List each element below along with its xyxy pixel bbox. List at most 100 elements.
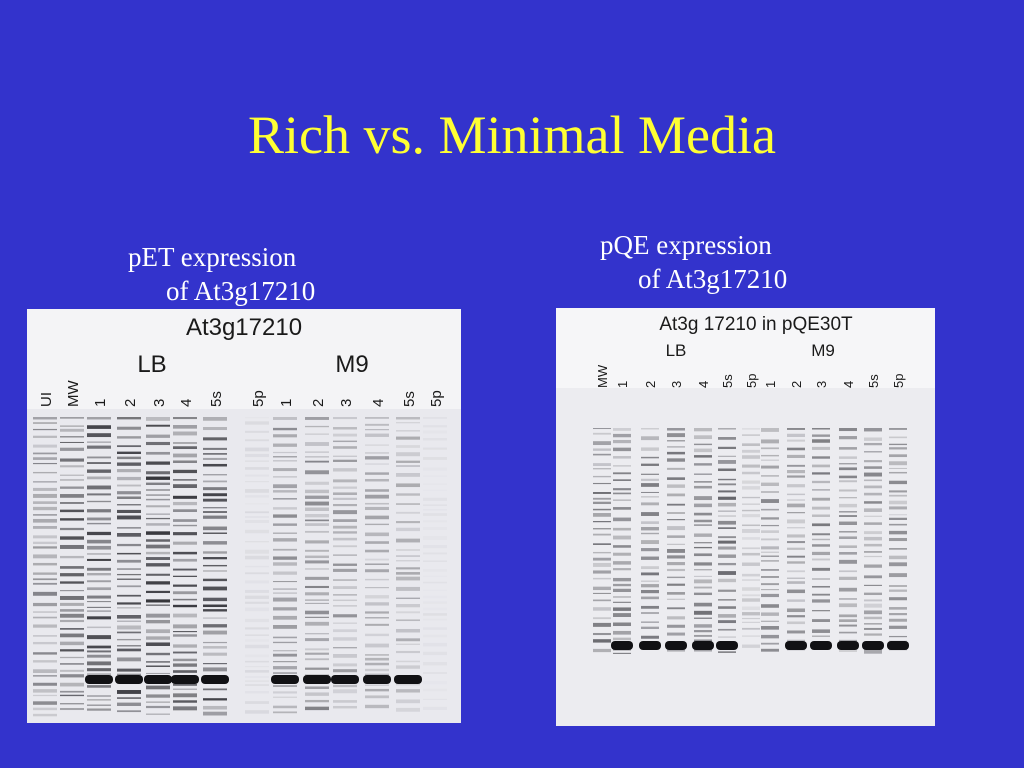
gel-band [117, 515, 141, 520]
gel-band [245, 589, 269, 593]
gel-band [593, 521, 611, 523]
gel-band [839, 503, 857, 508]
gel-band [613, 428, 631, 431]
gel-band [864, 551, 882, 553]
gel-band [761, 524, 779, 527]
gel-band [117, 702, 141, 706]
gel-band [667, 598, 685, 600]
gel-band [203, 646, 227, 649]
gel-band [889, 506, 907, 510]
gel-band [423, 619, 447, 621]
gel-band [761, 447, 779, 450]
gel-band [87, 517, 111, 521]
lane-label: 4 [841, 381, 856, 388]
gel-band [203, 630, 227, 635]
gel-band [273, 548, 297, 551]
gel-band [305, 560, 329, 564]
gel-band [593, 599, 611, 602]
gel-band [593, 497, 611, 500]
gel-band [146, 629, 170, 634]
gel-lane [363, 417, 391, 709]
gel-band [839, 428, 857, 432]
gel-band [839, 650, 857, 652]
gel-band [396, 538, 420, 543]
gel-band [667, 512, 685, 514]
gel-band [839, 521, 857, 525]
gel-lane [785, 428, 807, 651]
lane-label: 3 [151, 399, 168, 407]
gel-band [33, 518, 57, 523]
gel-band [641, 496, 659, 498]
gel-band [787, 499, 805, 501]
gel-band [60, 619, 84, 623]
gel-band [173, 693, 197, 698]
gel-band [60, 595, 84, 600]
gel-band [839, 447, 857, 450]
gel-band [864, 603, 882, 608]
gel-band [146, 461, 170, 465]
gel-band [117, 526, 141, 529]
gel-band [742, 644, 760, 648]
gel-band [173, 598, 197, 601]
gel-band [761, 576, 779, 578]
gel-band [305, 592, 329, 596]
gel-band [718, 446, 736, 450]
gel-band [245, 644, 269, 649]
gel-band [641, 428, 659, 430]
pqe-caption-line2: of At3g17210 [638, 264, 788, 294]
gel-band [33, 444, 57, 448]
gel-band [365, 563, 389, 566]
gel-band [33, 669, 57, 673]
gel-band [396, 555, 420, 557]
gel-band [173, 495, 197, 499]
gel-band [718, 606, 736, 609]
gel-band [423, 509, 447, 510]
gel-band [173, 688, 197, 690]
gel-band [694, 575, 712, 577]
gel-band [273, 636, 297, 639]
gel-band [889, 467, 907, 470]
gel-band [365, 569, 389, 573]
gel-band [273, 615, 297, 620]
gel-band [273, 685, 297, 687]
gel-band [718, 536, 736, 539]
gel-band [305, 699, 329, 703]
gel-band [117, 532, 141, 537]
gel-band [742, 509, 760, 512]
gel-band [761, 439, 779, 444]
gel-band [60, 509, 84, 513]
gel-band [60, 690, 84, 693]
gel-band [694, 485, 712, 489]
gel-band [245, 516, 269, 518]
gel-band [889, 635, 907, 638]
gel-band [33, 602, 57, 607]
gel-band [613, 601, 631, 603]
gel-band [60, 527, 84, 531]
pqe-gel-title: At3g 17210 in pQE30T [659, 314, 853, 335]
gel-band [173, 575, 197, 578]
gel-band [423, 643, 447, 646]
gel-band [146, 652, 170, 656]
gel-band [593, 492, 611, 494]
pet-lane-labels: UI MW 1 2 3 4 5s 5p 1 2 3 4 5s 5p [38, 380, 445, 407]
gel-band [667, 440, 685, 442]
gel-band [396, 527, 420, 532]
gel-band [365, 578, 389, 581]
gel-band [812, 523, 830, 527]
gel-lane [665, 428, 687, 652]
gel-band [365, 502, 389, 505]
lane-label: 1 [615, 381, 630, 388]
gel-band [273, 641, 297, 644]
gel-band [742, 594, 760, 597]
gel-band [60, 694, 84, 697]
gel-band [203, 609, 227, 612]
gel-band [694, 610, 712, 615]
gel-band [60, 518, 84, 521]
gel-band [667, 543, 685, 545]
gel-band [742, 480, 760, 484]
gel-band [33, 471, 57, 474]
gel-band [203, 437, 227, 441]
gel-band [396, 493, 420, 496]
gel-band [173, 519, 197, 522]
gel-band [305, 568, 329, 570]
